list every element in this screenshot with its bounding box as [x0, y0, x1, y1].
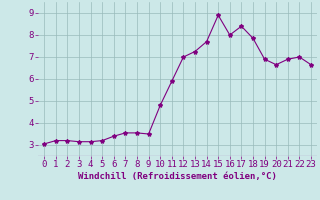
- X-axis label: Windchill (Refroidissement éolien,°C): Windchill (Refroidissement éolien,°C): [78, 172, 277, 181]
